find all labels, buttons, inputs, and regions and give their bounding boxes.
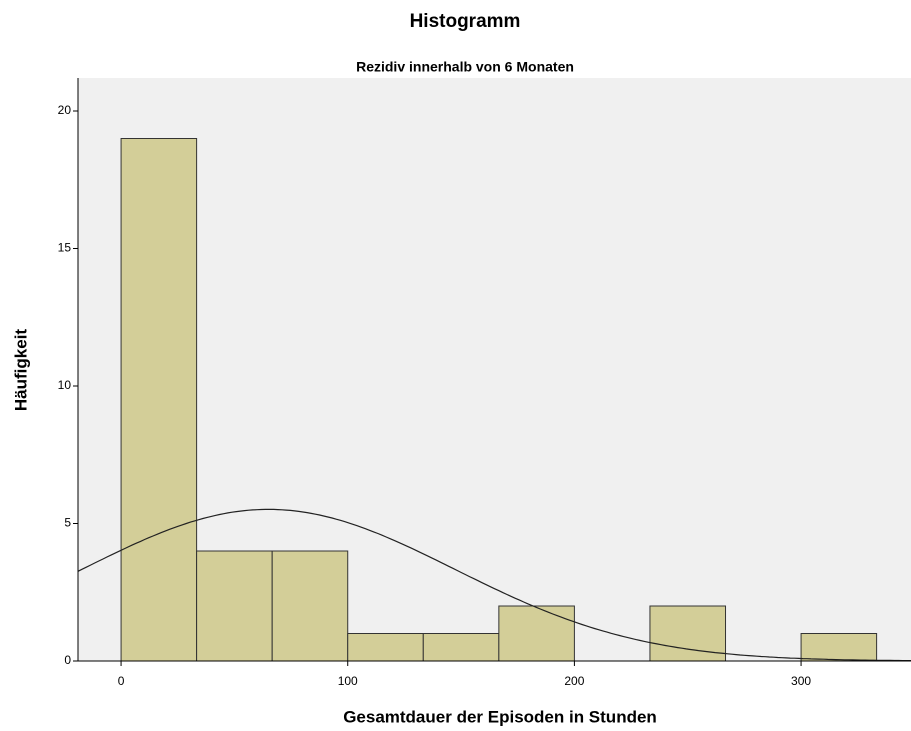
chart-title: Histogramm: [410, 11, 521, 32]
y-tick-label: 5: [64, 516, 71, 530]
x-tick-label: 300: [791, 674, 811, 688]
bar: [422, 633, 500, 662]
y-tick-label: 15: [58, 241, 72, 255]
bar: [498, 605, 575, 662]
x-tick-label: 100: [338, 674, 358, 688]
bar: [196, 550, 273, 662]
y-tick-label: 0: [64, 653, 71, 667]
bar: [347, 633, 424, 662]
bar: [120, 138, 198, 662]
x-tick-label: 0: [118, 674, 125, 688]
normal-curve: [77, 508, 911, 662]
y-tick-label: 10: [58, 378, 72, 392]
x-tick-label: 200: [564, 674, 584, 688]
bar: [800, 633, 878, 662]
y-tick-label: 20: [58, 103, 72, 117]
chart-subtitle: Rezidiv innerhalb von 6 Monaten: [356, 59, 574, 75]
y-axis-label: Häufigkeit: [11, 329, 30, 412]
x-axis-label: Gesamtdauer der Episoden in Stunden: [343, 707, 657, 726]
bar: [271, 550, 349, 662]
